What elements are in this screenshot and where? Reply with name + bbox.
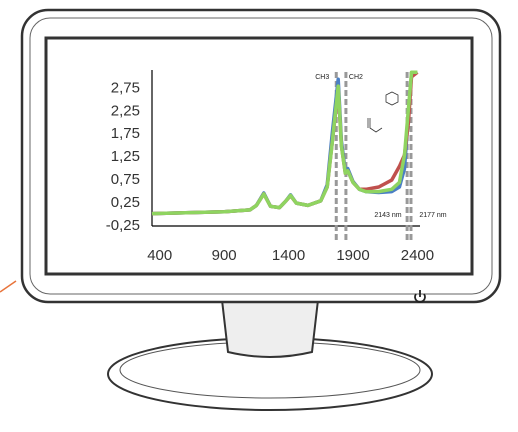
annotation: 2177 nm bbox=[419, 212, 446, 219]
stand-neck bbox=[222, 300, 318, 357]
stray-stroke bbox=[0, 281, 16, 292]
y-tick-label: 0,75 bbox=[111, 171, 140, 188]
y-tick-label: 2,25 bbox=[111, 102, 140, 119]
annotation: 2143 nm bbox=[374, 212, 401, 219]
x-tick-label: 400 bbox=[147, 247, 172, 264]
x-tick-label: 900 bbox=[212, 247, 237, 264]
x-tick-label: 1900 bbox=[336, 247, 369, 264]
monitor-illustration: -0,25 0,25 0,75 1,25 1,75 2,25 2,75 400 900 1400 1… bbox=[0, 0, 518, 432]
x-tick-label: 2400 bbox=[401, 247, 434, 264]
page: {"chart_data": {"type": "line", "x": [34… bbox=[0, 0, 518, 432]
x-tick-label: 1400 bbox=[272, 247, 305, 264]
y-tick-label: 1,25 bbox=[111, 148, 140, 165]
y-tick-label: 2,75 bbox=[111, 79, 140, 96]
y-tick-label: 0,25 bbox=[111, 194, 140, 211]
annotation: CH3 bbox=[315, 74, 329, 81]
annotation: CH2 bbox=[349, 74, 363, 81]
y-tick-label: 1,75 bbox=[111, 125, 140, 142]
y-tick-label: -0,25 bbox=[106, 217, 140, 234]
